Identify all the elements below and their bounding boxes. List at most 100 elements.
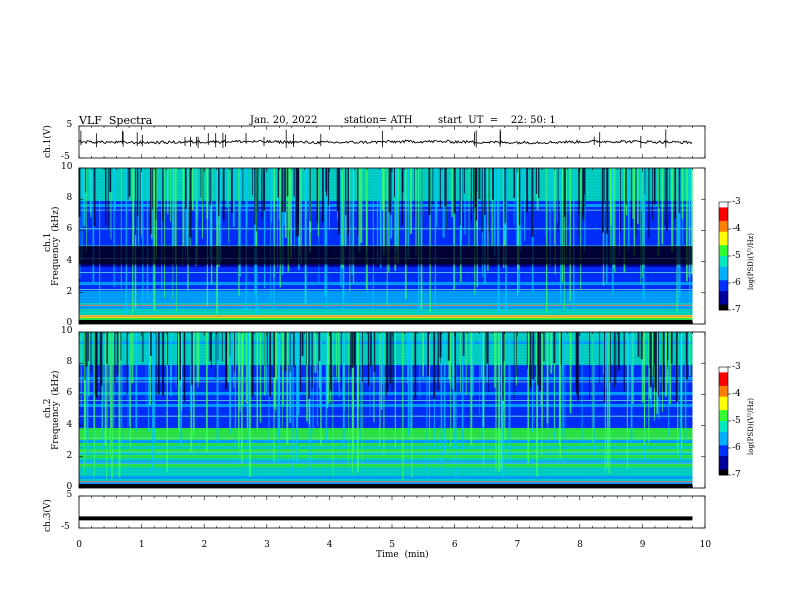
spectrogram-band-ch2 <box>79 362 693 366</box>
colorbar-1-swatch <box>719 218 728 222</box>
colorbar-2-swatch <box>719 458 728 462</box>
spectrogram-band-ch2 <box>79 341 693 345</box>
spectrogram-band-ch1 <box>79 174 693 178</box>
spectrogram-band-ch2 <box>79 449 693 453</box>
ch3-waveform-ylabel: ch.3(V) <box>43 499 53 532</box>
spectrogram-band-ch1 <box>79 303 693 307</box>
x-tick-label: 3 <box>264 540 270 550</box>
y-tick-label: 0 <box>66 482 73 492</box>
colorbar-1-swatch <box>719 296 728 300</box>
colorbar-2-swatch <box>719 429 728 433</box>
colorbar-1-swatch <box>719 269 728 273</box>
colorbar-1-swatch <box>719 274 728 278</box>
spectrogram-band-ch2 <box>79 422 693 426</box>
spectrogram-band-ch2 <box>79 467 693 471</box>
spectrogram-band-ch2 <box>79 368 693 372</box>
spectrogram-band-ch1 <box>79 297 693 301</box>
y-tick-label: -5 <box>61 152 70 162</box>
spectrogram-band-ch1 <box>79 204 693 208</box>
colorbar-2-swatch <box>719 402 728 406</box>
y-tick-label: -5 <box>61 522 70 532</box>
colorbar-tick-label: -4 <box>732 389 741 399</box>
colorbar-2-swatch <box>719 404 728 408</box>
colorbar-1-swatch <box>719 250 728 254</box>
colorbar-1-swatch <box>719 231 728 235</box>
spectrogram-band-ch2 <box>79 479 693 483</box>
colorbar-2-swatch <box>719 369 728 373</box>
spectrogram-baseline-ch1 <box>79 320 693 324</box>
colorbar-tick-label: -7 <box>732 305 741 315</box>
colorbar-2-swatch <box>719 442 728 446</box>
x-tick-label: 5 <box>389 540 396 550</box>
colorbar-1-swatch <box>719 234 728 238</box>
colorbar-1-swatch <box>719 229 728 233</box>
colorbar-2-swatch <box>719 450 728 454</box>
colorbar-1-swatch <box>719 291 728 295</box>
spectrogram-band-ch1 <box>79 177 693 181</box>
ch2-freq-ylabel: Frequency (kHz) <box>51 370 61 450</box>
colorbar-2-swatch <box>719 385 728 389</box>
x-tick-label: 7 <box>514 540 521 550</box>
colorbar-1-swatch <box>719 283 728 287</box>
colorbar-1-label: log(PSD)(V²/Hz) <box>747 233 755 290</box>
spectrogram-band-ch2 <box>79 359 693 363</box>
spectrogram-band-ch1 <box>79 192 693 196</box>
colorbar-2-swatch <box>719 421 728 425</box>
colorbar-1-swatch <box>719 307 728 311</box>
spectrogram-band-ch2 <box>79 428 693 432</box>
spectrogram-band-ch1 <box>79 240 693 244</box>
spectrogram-band-ch2 <box>79 437 693 441</box>
colorbar-1-swatch <box>719 245 728 249</box>
colorbar-2-swatch <box>719 431 728 435</box>
spectrogram-band-ch2 <box>79 455 693 459</box>
y-tick-label: 0 <box>66 318 73 328</box>
colorbar-1-swatch <box>719 223 728 227</box>
spectrogram-band-ch1 <box>79 276 693 280</box>
x-tick-label: 4 <box>326 540 333 550</box>
spectrogram-band-ch2 <box>79 407 693 411</box>
spectrogram-band-ch1 <box>79 306 693 310</box>
spectrogram-dark-band-ch1 <box>79 246 693 265</box>
colorbar-1-swatch <box>719 293 728 297</box>
spectrogram-band-ch1 <box>79 273 693 277</box>
colorbar-1-swatch <box>719 237 728 241</box>
spectrogram-band-ch2 <box>79 431 693 435</box>
y-tick-label: 4 <box>66 419 73 430</box>
colorbar-2-swatch <box>719 448 728 452</box>
spectrogram-band-ch1 <box>79 315 693 319</box>
spectrogram-band-ch2 <box>79 425 693 429</box>
spectrogram-band-ch1 <box>79 282 693 286</box>
colorbar-2-label: log(PSD)(V²/Hz) <box>747 398 755 455</box>
spectrogram-band-ch2 <box>79 383 693 387</box>
colorbar-1-swatch <box>719 264 728 268</box>
spectrogram-band-ch2 <box>79 356 693 360</box>
y-tick-label: 10 <box>61 162 73 172</box>
y-tick-label: 2 <box>66 450 73 461</box>
ch1-waveform-trace <box>78 139 693 145</box>
y-tick-label: 5 <box>66 120 73 130</box>
spectrogram-band-ch2 <box>79 350 693 354</box>
x-tick-label: 8 <box>577 540 583 550</box>
spectrogram-band-ch1 <box>79 210 693 214</box>
spectrogram-band-ch1 <box>79 207 693 211</box>
colorbar-2-swatch <box>719 453 728 457</box>
spectrogram-band-ch1 <box>79 171 693 175</box>
spectrogram-band-ch2 <box>79 443 693 447</box>
spectrogram-band-ch1 <box>79 198 693 202</box>
colorbar-1-swatch <box>719 207 728 211</box>
spectrogram-band-ch2 <box>79 371 693 375</box>
x-tick-label: 2 <box>201 540 208 550</box>
spectrogram-band-ch2 <box>79 446 693 450</box>
spectrogram-band-ch2 <box>79 344 693 348</box>
date-label: Jan. 20, 2022 <box>250 115 318 126</box>
colorbar-tick-label: -7 <box>732 470 741 480</box>
spectrogram-band-ch2 <box>79 440 693 444</box>
colorbar-2-swatch <box>719 372 728 376</box>
colorbar-1-swatch <box>719 247 728 251</box>
colorbar-1-swatch <box>719 280 728 284</box>
colorbar-1-swatch <box>719 212 728 216</box>
x-tick-label: 1 <box>138 540 145 550</box>
spectrogram-band-ch2 <box>79 389 693 393</box>
x-axis-label: Time (min) <box>376 550 429 560</box>
y-tick-label: 2 <box>66 286 73 297</box>
